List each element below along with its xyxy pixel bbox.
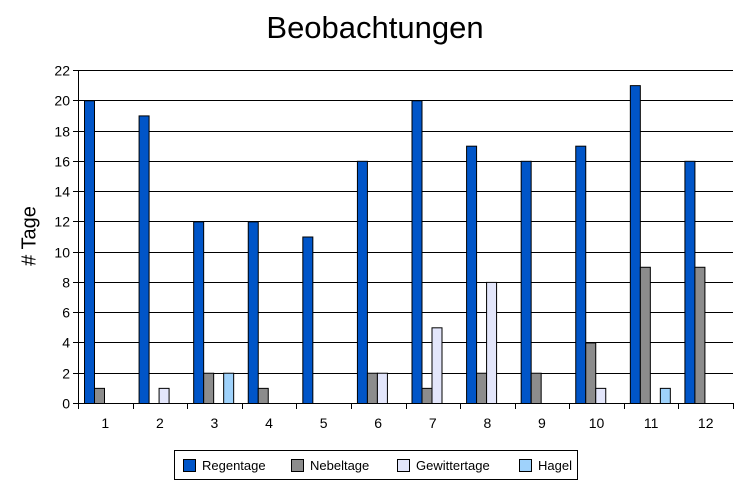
- bar: [684, 160, 696, 404]
- legend-label: Nebeltage: [310, 457, 370, 473]
- bar: [366, 372, 378, 404]
- x-tick-label: 4: [265, 415, 273, 431]
- bar: [476, 372, 488, 404]
- y-tick-label: 18: [54, 124, 70, 140]
- bar: [376, 372, 388, 404]
- x-tick-label: 11: [644, 415, 659, 431]
- x-tick-label: 3: [211, 415, 219, 431]
- legend-label: Regentage: [202, 457, 266, 473]
- bar: [520, 160, 532, 404]
- x-tick-label: 7: [429, 415, 437, 431]
- legend-label: Hagel: [538, 457, 572, 473]
- y-tick-label: 16: [54, 154, 70, 170]
- bar: [193, 221, 205, 404]
- bar: [138, 115, 150, 404]
- legend-item: Regentage: [183, 451, 266, 479]
- bar: [203, 372, 215, 404]
- y-tick-label: 20: [54, 93, 70, 109]
- bar: [466, 145, 478, 404]
- bar: [486, 281, 498, 404]
- legend-label: Gewittertage: [416, 457, 490, 473]
- chart-title: Beobachtungen: [266, 10, 484, 45]
- bar: [411, 100, 423, 404]
- bar: [530, 372, 542, 404]
- legend-item: Gewittertage: [397, 451, 490, 479]
- y-tick-label: 12: [54, 214, 70, 230]
- legend-item: Nebeltage: [291, 451, 369, 479]
- bar: [158, 387, 170, 405]
- x-tick-label: 2: [156, 415, 164, 431]
- bar: [356, 160, 368, 404]
- y-tick-label: 14: [54, 184, 70, 200]
- bar: [575, 145, 587, 404]
- legend: Regentage Nebeltage Gewittertage Hagel: [174, 450, 578, 480]
- y-tick-label: 4: [62, 335, 70, 351]
- x-tick-label: 6: [374, 415, 382, 431]
- bar: [639, 266, 651, 405]
- bar: [302, 236, 314, 404]
- y-tick-label: 2: [62, 366, 70, 382]
- legend-swatch: [397, 458, 410, 472]
- bar: [659, 387, 671, 405]
- legend-item: Hagel: [519, 451, 572, 479]
- bar: [629, 85, 641, 405]
- bar: [84, 100, 95, 404]
- x-tick-label: 12: [698, 415, 714, 431]
- y-tick-label: 6: [62, 305, 70, 321]
- x-tick-label: 8: [483, 415, 491, 431]
- bar: [223, 372, 235, 404]
- bar: [247, 221, 259, 404]
- bar: [585, 342, 597, 405]
- y-tick-label: 0: [62, 396, 70, 412]
- legend-swatch: [183, 458, 196, 472]
- bar: [421, 387, 433, 405]
- y-tick-label: 8: [62, 275, 70, 291]
- bar: [595, 387, 607, 405]
- x-tick-label: 1: [101, 415, 109, 431]
- y-tick-label: 10: [54, 245, 70, 261]
- legend-swatch: [291, 458, 304, 472]
- y-tick-label: 22: [54, 63, 70, 79]
- x-tick-label: 5: [320, 415, 328, 431]
- bar: [257, 387, 269, 405]
- bar: [94, 387, 105, 405]
- x-tick-label: 10: [589, 415, 605, 431]
- x-tick-label: 9: [538, 415, 546, 431]
- legend-swatch: [519, 458, 532, 472]
- bar: [431, 327, 443, 404]
- bar: [694, 266, 706, 405]
